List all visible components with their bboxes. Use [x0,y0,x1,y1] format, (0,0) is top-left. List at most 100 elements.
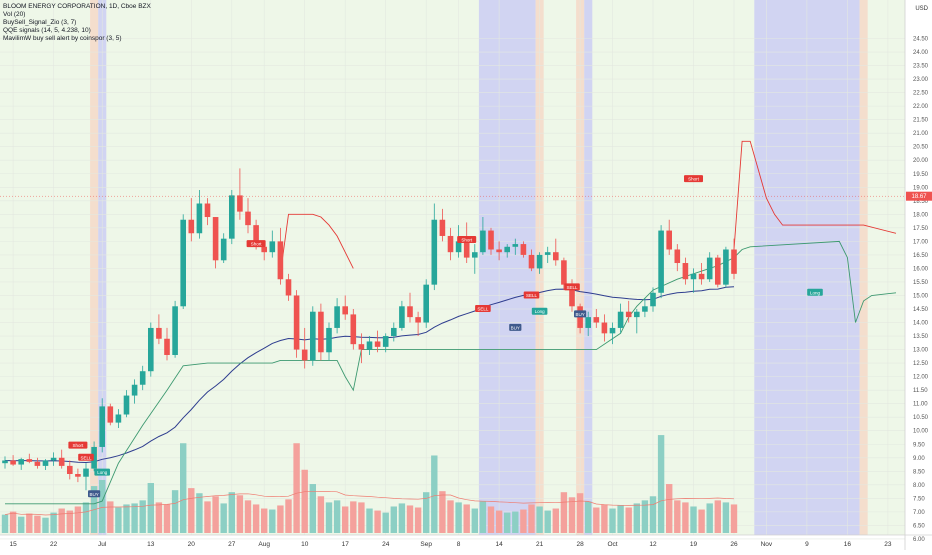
candle-body [553,252,559,261]
x-tick-label: 10 [301,541,309,548]
y-tick-label: 17.50 [913,226,929,232]
volume-bar [504,512,511,533]
volume-bar [66,510,73,533]
candle-body [50,457,57,461]
volume-bar [196,493,203,533]
candle-body [107,406,114,423]
volume-bar [236,495,244,533]
y-tick-label: 11.00 [913,402,928,408]
volume-bar [309,484,316,533]
candle-body [91,446,97,469]
candle-body [123,395,130,415]
signal-marker-text: Long [810,290,821,295]
candle-body [277,241,284,280]
y-tick-label: 13.00 [913,348,929,354]
x-tick-label: 27 [228,541,236,548]
x-tick-label: 26 [730,541,738,548]
volume-bar [414,507,422,533]
y-tick-label: 20.50 [913,145,929,151]
y-tick-label: 9.00 [913,456,925,462]
candle-body [569,284,575,307]
y-tick-label: 21.00 [913,131,929,137]
signal-marker-text: Long [97,470,108,475]
volume-bar [479,501,487,533]
x-tick-label: 14 [495,541,503,548]
candle-body [698,273,705,280]
y-tick-label: 8.50 [913,469,925,475]
candle-body [536,254,543,269]
candle-body [75,474,81,477]
candle-body [204,203,211,218]
candle-body [625,311,632,318]
x-tick-label: 15 [9,541,17,548]
candle-body [528,254,535,269]
candle-body [10,460,16,465]
candle-body [26,459,33,462]
candle-body [374,341,381,347]
signal-marker [509,323,522,331]
y-tick-label: 9.50 [913,442,925,448]
y-tick-label: 7.00 [913,510,925,516]
volume-bar [220,503,227,533]
candle-body [447,235,454,253]
candle-body [496,249,502,253]
candle-body [609,327,616,334]
candle-body [431,219,438,285]
x-tick-label: 28 [576,541,584,548]
signal-marker [807,288,823,296]
volume-bar [285,499,292,533]
candle-body [617,311,624,328]
signal-marker-text: Short [461,238,473,243]
signal-band [584,0,593,535]
candle-body [326,327,332,353]
signal-marker-text: SELL [80,455,92,460]
candle-body [34,461,41,466]
candle-body [261,246,267,253]
candle-body [682,263,689,280]
y-tick-label: 24.50 [913,37,929,43]
candle-body [561,260,567,285]
volume-bar [714,500,721,533]
signal-marker-text: BUY [89,492,98,497]
candle-body [237,195,243,212]
candle-body [391,327,397,337]
candle-body [180,219,186,307]
volume-bar [317,496,325,533]
volume-bar [350,501,357,533]
candle-body [229,195,235,239]
volume-bar [277,505,284,533]
volume-bar [698,509,705,533]
volume-bar [82,502,90,533]
legend-line: MavilimW buy sell alert by coinspor (3, … [3,35,122,42]
volume-bar [123,504,130,533]
volume-bar [552,508,559,533]
x-tick-label: Jul [98,541,107,548]
y-tick-label: 15.50 [913,280,929,286]
volume-bar [463,504,470,533]
volume-bar [358,502,365,533]
x-tick-label: 23 [884,541,892,548]
candle-body [601,322,608,334]
candle-body [196,203,203,234]
candle-body [731,249,737,274]
candle-body [472,252,478,258]
candle-body [415,317,421,323]
volume-bar [26,513,33,533]
volume-bar [455,502,462,533]
volume-bar [617,505,624,533]
volume-bar [147,483,154,533]
x-tick-label: 12 [649,541,657,548]
volume-bar [471,508,478,533]
candle-body [99,406,105,447]
signal-marker-text: Short [688,177,700,182]
volume-bar [366,508,373,533]
candle-body [148,327,154,372]
signal-marker-text: Long [535,309,546,314]
volume-bar [293,443,300,533]
x-tick-label: Nov [761,541,773,548]
signal-marker-text: BUY [511,325,520,330]
signal-marker [94,468,110,476]
y-tick-label: 16.00 [913,266,929,272]
